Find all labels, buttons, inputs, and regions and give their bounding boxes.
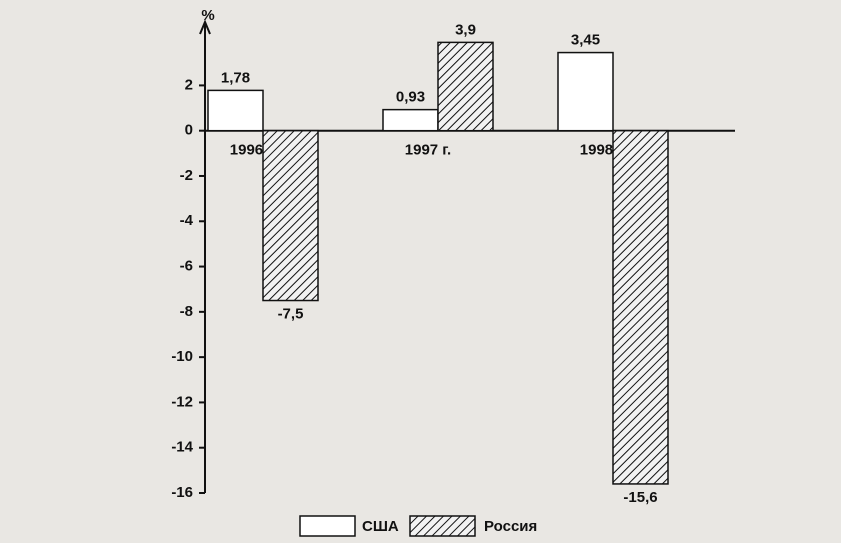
- y-tick-label: -2: [180, 167, 193, 184]
- y-axis-arrow: [199, 19, 211, 35]
- bar: [437, 41, 494, 132]
- value-label: 0,93: [396, 89, 425, 106]
- bar: [612, 129, 669, 485]
- value-label: 1,78: [221, 69, 250, 86]
- y-tick-label: -14: [171, 439, 193, 456]
- x-tick-label: 1997 г.: [405, 142, 451, 159]
- y-tick-label: -12: [171, 393, 193, 410]
- y-tick-label: 0: [185, 122, 193, 139]
- bar: [207, 89, 264, 132]
- y-tick-label: -4: [180, 212, 194, 229]
- bar: [382, 108, 439, 132]
- y-tick-label: -8: [180, 303, 193, 320]
- legend-swatch: [409, 515, 476, 537]
- y-tick-label: -16: [171, 484, 193, 501]
- value-label: -15,6: [623, 489, 657, 506]
- y-axis-label: %: [201, 7, 214, 24]
- legend-swatch: [299, 515, 356, 537]
- bar: [262, 129, 319, 302]
- legend-label: Россия: [484, 518, 537, 535]
- bar: [557, 51, 614, 132]
- value-label: -7,5: [278, 305, 304, 322]
- y-tick-label: -10: [171, 348, 193, 365]
- y-tick-label: 2: [185, 76, 193, 93]
- value-label: 3,9: [455, 21, 476, 38]
- y-tick-label: -6: [180, 258, 193, 275]
- value-label: 3,45: [571, 32, 600, 49]
- legend-label: США: [362, 518, 399, 535]
